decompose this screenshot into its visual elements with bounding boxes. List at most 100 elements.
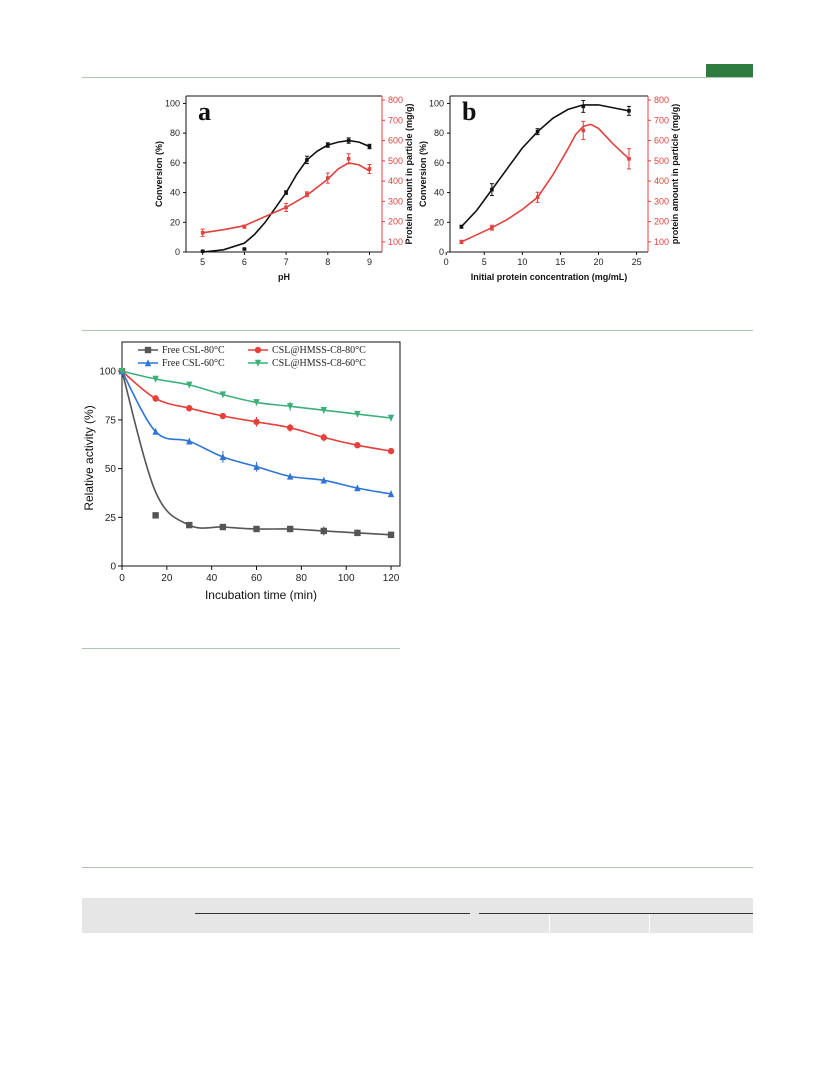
data-point: [118, 368, 126, 375]
figure-ph-protein-svg: 5 6 7 8 902040608010010020030040050060070080…: [154, 95, 680, 282]
y2-tick-label: 800: [654, 95, 669, 105]
table-column-separator: [649, 914, 650, 933]
x-tick-label: 60: [251, 573, 263, 584]
data-point: [459, 224, 464, 229]
panel-label: a: [198, 97, 211, 126]
chart-panel-a: 5 6 7 8 9 0 20 40 60 80 100 100 200 300 400 500 600 700 80…: [154, 95, 414, 282]
data-point: [200, 249, 205, 254]
x-tick-label: 5: [482, 257, 487, 267]
legend-item: Free CSL-60°C: [138, 358, 225, 369]
x-tick-label: 5: [200, 257, 205, 267]
y2-tick-label: 500: [388, 156, 403, 166]
series-line: [202, 139, 370, 253]
plot-frame: [121, 341, 401, 567]
x-tick-label: 40: [206, 573, 218, 584]
data-point: [367, 144, 372, 149]
y-tick-label: 60: [434, 158, 444, 168]
figure2-bottom-rule: [82, 648, 400, 649]
data-point: [253, 399, 260, 407]
y-tick-label: 0: [175, 247, 180, 257]
data-point: [186, 521, 193, 529]
panel-label: b: [462, 97, 476, 126]
legend-item: CSL@HMSS-C8-60°C: [248, 358, 366, 369]
data-point: [325, 176, 330, 180]
data-point: [305, 192, 309, 197]
data-point: [581, 104, 586, 109]
data-point: [200, 230, 205, 235]
table-group-rule-2: [479, 913, 753, 914]
y2-tick-label: 200: [654, 217, 669, 227]
x-tick-label: 9: [367, 257, 372, 267]
header-rule: [82, 77, 753, 78]
y2-tick-label: 300: [388, 196, 403, 206]
y-tick-label: 80: [434, 128, 444, 138]
data-point: [354, 529, 361, 537]
y2-tick-label: 500: [654, 156, 669, 166]
data-point: [219, 523, 227, 531]
data-point: [320, 527, 327, 535]
figure-thermal-stability-svg: 0 20 40 60 80 100 120 0 25 50 75 100 Incubation time…: [82, 341, 401, 602]
figure1-bottom-rule: [82, 330, 753, 331]
data-point: [320, 434, 327, 441]
y-tick-label: 0: [439, 247, 444, 257]
x-tick-label: 0: [119, 573, 125, 584]
chart-panel-b: 0 5 10 15 20 25 0 20 40 60 80 100 100 200 300 400 500 600…: [418, 95, 680, 282]
data-point: [490, 225, 494, 230]
series-line: [461, 123, 630, 243]
series-line: [202, 162, 370, 234]
legend-label: Free CSL-60°C: [162, 358, 225, 369]
series-line: [121, 370, 392, 536]
data-point: [627, 109, 631, 113]
data-point: [354, 442, 361, 449]
series-line: [121, 370, 392, 452]
y2-tick-label: 400: [388, 176, 403, 186]
data-point: [186, 437, 193, 445]
series-line: [121, 370, 392, 495]
table-header: [82, 898, 753, 933]
data-point: [242, 247, 247, 251]
journal-badge: [706, 64, 753, 77]
data-point: [253, 525, 260, 533]
data-point: [354, 410, 361, 418]
data-point: [152, 395, 159, 402]
data-point: [490, 187, 494, 192]
data-point: [387, 531, 395, 539]
y-tick-label: 50: [105, 464, 117, 475]
data-point: [320, 476, 327, 484]
y2-tick-label: 700: [388, 115, 403, 125]
data-point: [284, 205, 288, 210]
data-point: [186, 405, 193, 412]
x-axis-label: pH: [278, 272, 290, 282]
x-tick-label: 10: [517, 257, 527, 267]
y2-axis-label: Protein amount in particle (mg/g): [404, 103, 414, 244]
y-tick-label: 60: [170, 158, 180, 168]
table-column-separator: [549, 914, 550, 933]
legend-label: CSL@HMSS-C8-60°C: [272, 358, 366, 369]
figure-thermal-stability: 0 20 40 60 80 100 120 0 25 50 75 100 Incubation time…: [82, 336, 402, 606]
data-point: [535, 195, 540, 200]
legend-marker: [144, 359, 152, 367]
y-tick-label: 100: [429, 98, 444, 108]
data-point: [219, 391, 227, 399]
y-axis-label: Conversion (%): [154, 141, 164, 207]
data-point: [284, 190, 288, 195]
data-point: [305, 158, 309, 162]
data-point: [387, 490, 395, 498]
y-tick-label: 100: [99, 367, 116, 378]
data-point: [535, 129, 540, 134]
x-axis-label: Initial protein concentration (mg/mL): [471, 272, 628, 282]
y-tick-label: 0: [110, 562, 116, 573]
data-point: [286, 403, 294, 410]
data-point: [346, 157, 351, 161]
data-point: [152, 375, 159, 383]
data-point: [459, 240, 464, 244]
figure-ph-protein: 5 6 7 8 9 0 20 40 60 80 100 100 200 300 400 500 600 700 80…: [150, 88, 685, 288]
x-tick-label: 7: [284, 257, 289, 267]
data-point: [325, 143, 330, 147]
x-tick-label: 6: [242, 257, 247, 267]
x-tick-label: 120: [383, 573, 400, 584]
data-point: [627, 157, 631, 161]
x-tick-label: 20: [593, 257, 603, 267]
section-rule: [82, 867, 753, 868]
y2-tick-label: 700: [654, 115, 669, 125]
